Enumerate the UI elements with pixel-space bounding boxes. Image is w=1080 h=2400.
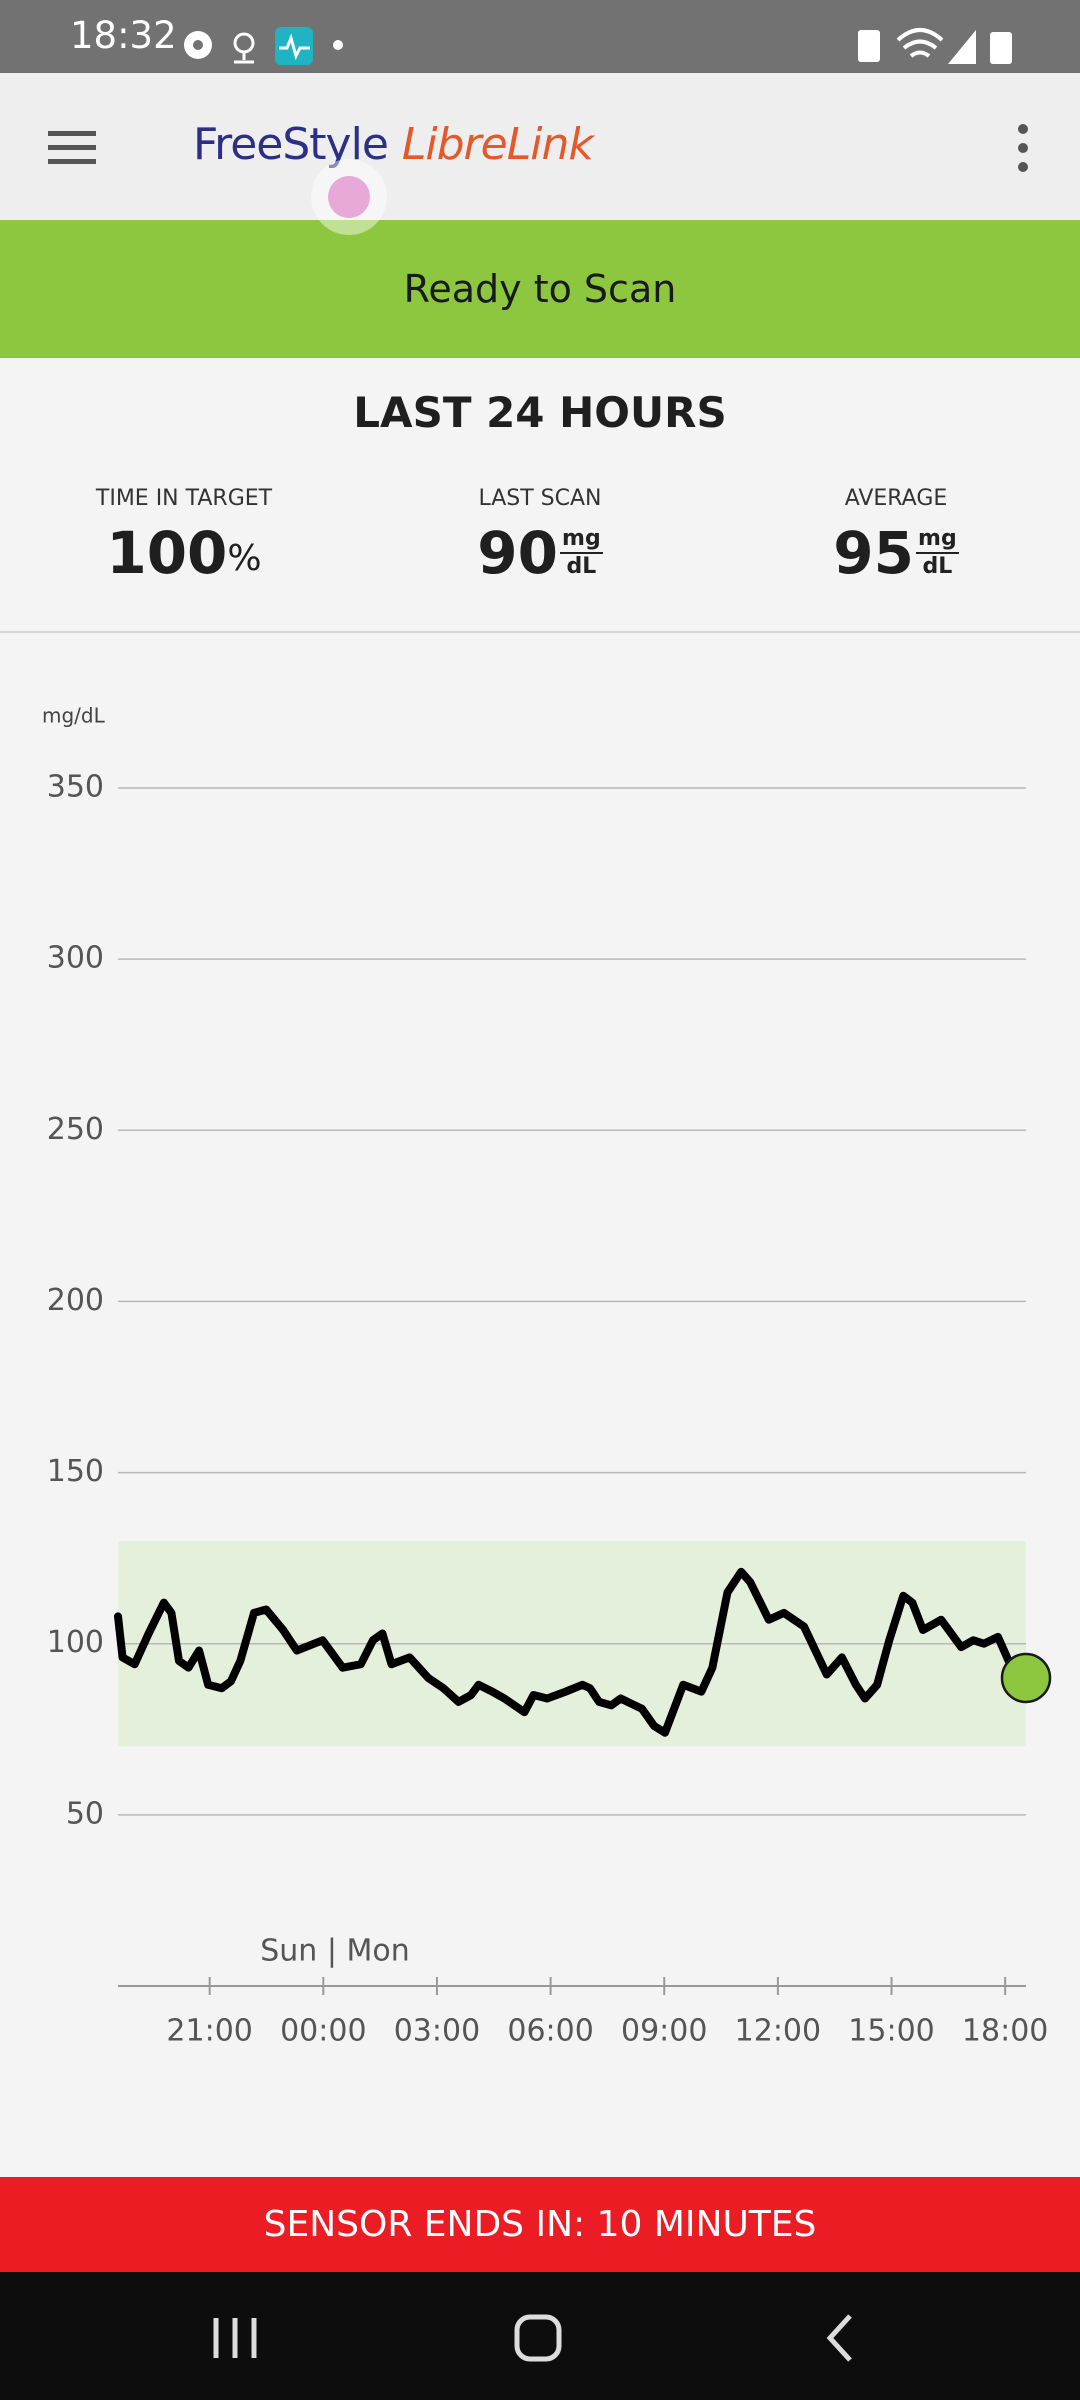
home-button[interactable] <box>514 2314 562 2362</box>
stat-label: TIME IN TARGET <box>95 486 273 511</box>
stat-unit: mg <box>560 526 603 554</box>
y-tick-label: 300 <box>47 941 104 976</box>
y-tick-label: 50 <box>66 1796 104 1831</box>
glucose-chart: mg/dL Sun | Mon 50 100 150 200 250 300 350 21:0… <box>42 704 1052 2049</box>
summary-title: LAST 24 HOURS <box>353 388 727 437</box>
stat-label: AVERAGE <box>844 486 948 511</box>
stat-average: AVERAGE 95 mg dL <box>716 486 1076 587</box>
last-reading <box>1000 1652 1052 1704</box>
brand: FreeStyle <box>193 119 389 170</box>
stat-unit: % <box>227 537 262 579</box>
x-tick-label: 12:00 <box>735 2014 821 2049</box>
product: LibreLink <box>401 119 594 170</box>
stat-time-in-target: TIME IN TARGET 100% <box>4 486 364 587</box>
x-tick-label: 21:00 <box>166 2014 252 2049</box>
stat-label: LAST SCAN <box>478 486 602 511</box>
y-axis-label: mg/dL <box>42 704 106 728</box>
glucose-line <box>114 1567 1030 1737</box>
stat-value: 95 <box>833 519 915 587</box>
x-tick-label: 03:00 <box>394 2014 480 2049</box>
touch-indicator <box>311 159 387 235</box>
y-tick-label: 350 <box>47 770 104 805</box>
y-tick-label: 100 <box>47 1625 104 1660</box>
x-tick-label: 15:00 <box>848 2014 934 2049</box>
divider <box>0 631 1080 633</box>
logo: FreeStyle LibreLink <box>193 119 594 170</box>
sensor-warning[interactable]: SENSOR ENDS IN: 10 MINUTES <box>0 2177 1080 2272</box>
stat-unit: dL <box>922 554 953 579</box>
x-tick-label: 18:00 <box>962 2014 1048 2049</box>
scan-banner[interactable]: Ready to Scan <box>0 220 1080 358</box>
nav-bar <box>0 2272 1080 2400</box>
stat-unit: dL <box>566 554 597 579</box>
stat-value: 90 <box>477 519 559 587</box>
x-tick-label: 00:00 <box>280 2014 366 2049</box>
nav-icons <box>213 2314 852 2362</box>
status-bar: 18:32 <box>0 0 1080 73</box>
recents-button[interactable] <box>213 2318 257 2358</box>
y-tick-label: 200 <box>47 1283 104 1318</box>
stat-last-scan: LAST SCAN 90 mg dL <box>360 486 720 587</box>
stat-unit: mg <box>916 526 959 554</box>
x-tick-label: 09:00 <box>621 2014 707 2049</box>
stat-value: 100 <box>106 519 228 587</box>
back-button[interactable] <box>826 2314 852 2362</box>
menu-button[interactable] <box>40 123 100 171</box>
day-annotation: Sun | Mon <box>260 1934 410 1969</box>
clock: 18:32 <box>70 14 177 57</box>
y-tick-label: 250 <box>47 1112 104 1147</box>
app-bar: FreeStyle LibreLink <box>0 73 1080 220</box>
x-tick-label: 06:00 <box>507 2014 593 2049</box>
overflow-menu[interactable] <box>1005 121 1041 177</box>
status-icons <box>184 27 1012 65</box>
y-tick-label: 150 <box>47 1454 104 1489</box>
